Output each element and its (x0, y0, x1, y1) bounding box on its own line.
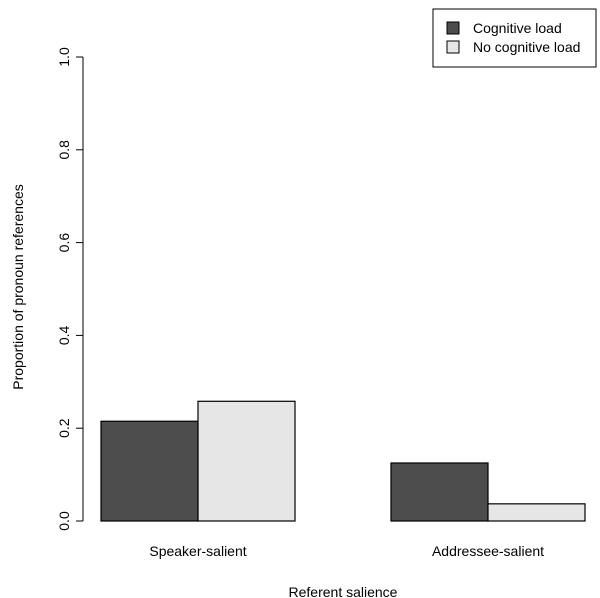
legend-label: Cognitive load (473, 20, 562, 36)
bar (390, 462, 489, 522)
category-label: Addressee-salient (432, 543, 544, 559)
category-label: Speaker-salient (149, 543, 246, 559)
y-tick-label: 0.0 (56, 511, 72, 531)
legend-box (432, 8, 597, 68)
legend-swatch (446, 40, 460, 54)
legend: Cognitive load No cognitive load (432, 8, 597, 68)
bar (100, 420, 199, 522)
y-tick-label: 1.0 (56, 47, 72, 67)
bar (197, 400, 296, 522)
x-axis-title: Referent salience (289, 584, 398, 598)
y-tick-label: 0.8 (56, 140, 72, 160)
legend-swatch (446, 21, 460, 35)
y-tick-label: 0.4 (56, 325, 72, 345)
category-labels: Speaker-salient Addressee-salient (149, 543, 544, 559)
legend-label: No cognitive load (473, 39, 580, 55)
y-axis-title: Proportion of pronoun references (10, 184, 26, 389)
y-tick-label: 0.2 (56, 418, 72, 438)
bars (100, 400, 586, 522)
y-axis: 0.0 0.2 0.4 0.6 0.8 1.0 (56, 47, 84, 531)
y-tick-label: 0.6 (56, 233, 72, 253)
bar (487, 503, 586, 522)
